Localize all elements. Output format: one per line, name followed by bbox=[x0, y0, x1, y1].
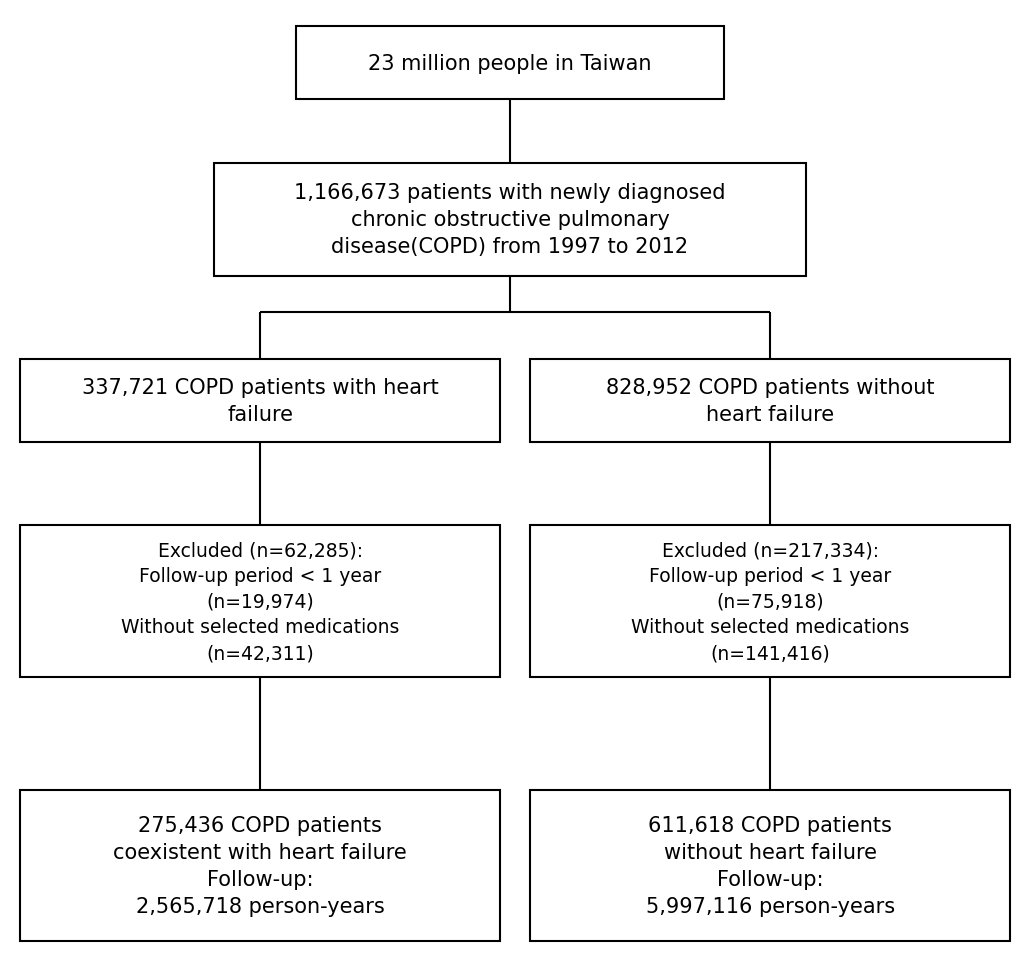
Text: 337,721 COPD patients with heart
failure: 337,721 COPD patients with heart failure bbox=[82, 378, 438, 424]
Bar bbox=[296, 27, 723, 101]
Text: 1,166,673 patients with newly diagnosed
chronic obstructive pulmonary
disease(CO: 1,166,673 patients with newly diagnosed … bbox=[293, 183, 726, 257]
Text: 611,618 COPD patients
without heart failure
Follow-up:
5,997,116 person-years: 611,618 COPD patients without heart fail… bbox=[645, 815, 894, 916]
Bar bbox=[530, 526, 1009, 677]
Bar bbox=[530, 360, 1009, 442]
Bar bbox=[530, 790, 1009, 941]
Bar bbox=[214, 164, 805, 277]
Text: 828,952 COPD patients without
heart failure: 828,952 COPD patients without heart fail… bbox=[605, 378, 933, 424]
Bar bbox=[20, 526, 499, 677]
Text: 23 million people in Taiwan: 23 million people in Taiwan bbox=[368, 54, 651, 73]
Bar bbox=[20, 790, 499, 941]
Text: Excluded (n=217,334):
Follow-up period < 1 year
(n=75,918)
Without selected medi: Excluded (n=217,334): Follow-up period <… bbox=[631, 541, 908, 662]
Bar bbox=[20, 360, 499, 442]
Text: 275,436 COPD patients
coexistent with heart failure
Follow-up:
2,565,718 person-: 275,436 COPD patients coexistent with he… bbox=[113, 815, 407, 916]
Text: Excluded (n=62,285):
Follow-up period < 1 year
(n=19,974)
Without selected medic: Excluded (n=62,285): Follow-up period < … bbox=[121, 541, 398, 662]
